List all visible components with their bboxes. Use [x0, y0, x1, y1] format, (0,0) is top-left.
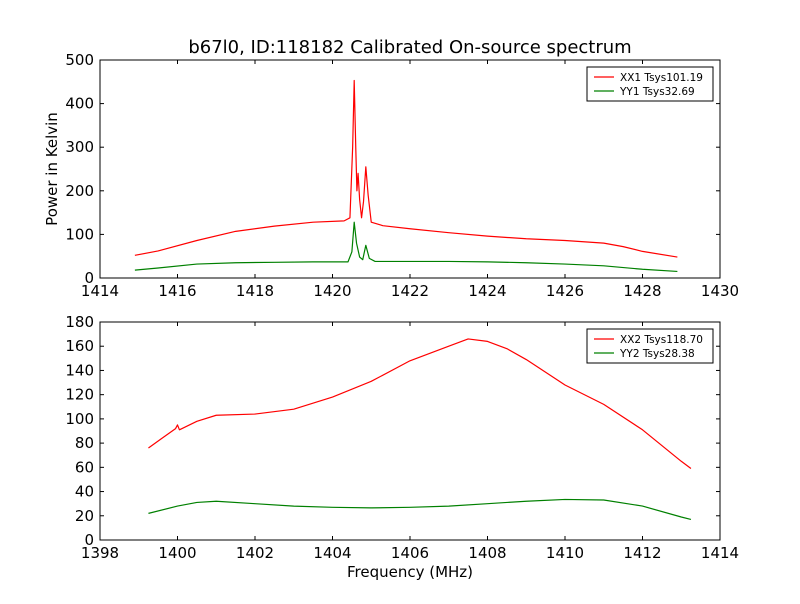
series-line-0-1	[134, 221, 678, 273]
legend-label: YY1 Tsys32.69	[619, 86, 695, 98]
x-tick-label: 1406	[391, 544, 429, 562]
x-tick-label: 1424	[468, 282, 506, 300]
y-tick-label: 400	[65, 95, 94, 113]
top-panel: 1414 1416 1418 1420 1422 1424 1426 1428 1430 0 100…	[43, 51, 739, 300]
x-tick-label: 1414	[701, 544, 739, 562]
y-tick-label: 100	[65, 225, 94, 243]
x-tick-label: 1400	[158, 544, 196, 562]
y-tick-label: 100	[65, 410, 94, 428]
series-line-1-1	[148, 498, 692, 520]
x-tick-label: 1408	[468, 544, 506, 562]
x-tick-label: 1418	[236, 282, 274, 300]
y-tick-label: 180	[65, 313, 94, 331]
legend-label: XX1 Tsys101.19	[620, 72, 703, 84]
legend-box	[586, 66, 714, 102]
x-tick-label: 1416	[158, 282, 196, 300]
x-tick-label: 1410	[546, 544, 584, 562]
y-tick-label: 500	[65, 51, 94, 69]
legend-label: XX2 Tsys118.70	[620, 334, 703, 346]
bottom-panel: 1398 1400 1402 1404 1406 1408 1410 1412 1414 0 20 4…	[65, 313, 739, 581]
y-tick-label: 160	[65, 337, 94, 355]
chart-title: b67l0, ID:118182 Calibrated On-source sp…	[188, 37, 631, 58]
x-tick-label: 1412	[623, 544, 661, 562]
y-tick-label: 140	[65, 361, 94, 379]
x-tick-label: 1428	[623, 282, 661, 300]
x-tick-label: 1420	[313, 282, 351, 300]
y-tick-label: 40	[75, 483, 94, 501]
legend: XX1 Tsys101.19 YY1 Tsys32.69	[586, 66, 714, 102]
legend: XX2 Tsys118.70 YY2 Tsys28.38	[586, 328, 714, 364]
y-tick-label: 0	[84, 531, 94, 549]
x-tick-label: 1426	[546, 282, 584, 300]
x-axis-label: Frequency (MHz)	[347, 563, 473, 581]
y-tick-label: 300	[65, 138, 94, 156]
y-tick-label: 80	[75, 434, 94, 452]
y-tick-label: 200	[65, 182, 94, 200]
x-tick-label: 1414	[81, 282, 119, 300]
legend-label: YY2 Tsys28.38	[619, 348, 695, 360]
x-tick-label: 1430	[701, 282, 739, 300]
x-tick-label: 1404	[313, 544, 351, 562]
series-line-0-0	[134, 79, 678, 258]
y-tick-label: 60	[75, 458, 94, 476]
legend-box	[586, 328, 714, 364]
series-line-1-0	[148, 338, 692, 470]
x-tick-label: 1402	[236, 544, 274, 562]
x-tick-label: 1398	[81, 544, 119, 562]
y-tick-label: 120	[65, 386, 94, 404]
y-tick-label: 20	[75, 507, 94, 525]
y-tick-label: 0	[84, 269, 94, 287]
y-axis-label: Power in Kelvin	[43, 112, 61, 226]
x-tick-label: 1422	[391, 282, 429, 300]
